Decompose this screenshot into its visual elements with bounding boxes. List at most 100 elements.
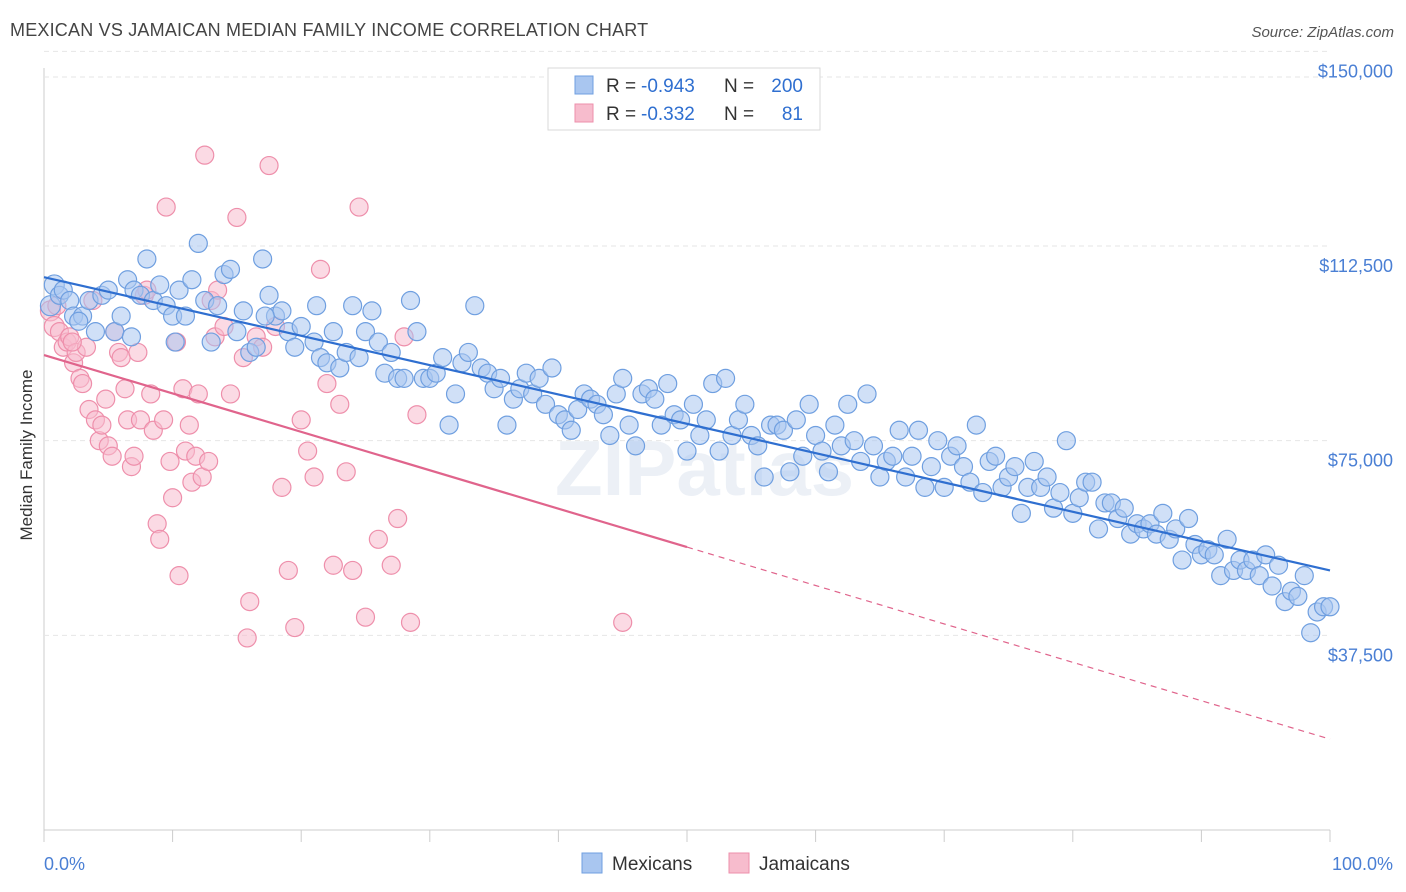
mexicans-point	[908, 420, 929, 440]
mexicans-point	[600, 425, 620, 446]
mexicans-point	[947, 436, 967, 456]
jamaicans-point	[111, 348, 131, 368]
jamaicans-point	[285, 617, 305, 638]
mexicans-trend-line	[43, 276, 1331, 572]
legend-r-label-mexicans: R =	[606, 76, 636, 97]
mexicans-point	[677, 441, 697, 461]
mexicans-point	[182, 270, 202, 290]
legend-n-value-jamaicans: 81	[782, 104, 803, 125]
mexicans-point	[651, 415, 671, 435]
mexicans-point	[857, 384, 877, 404]
jamaicans-point	[349, 197, 369, 217]
jamaicans-point	[150, 529, 170, 549]
series-legend: Mexicans Jamaicans	[581, 852, 850, 875]
y-axis-label: Median Family Income	[17, 369, 36, 540]
mexicans-point	[863, 436, 884, 456]
jamaicans-trend-line	[43, 353, 688, 549]
mexicans-point	[1082, 472, 1102, 492]
mexicans-point	[838, 394, 858, 414]
y-tick-labels: $37,500 $75,000 $112,500 $150,000	[1318, 61, 1393, 665]
jamaicans-point	[227, 207, 247, 228]
mexicans-point	[786, 410, 806, 430]
mexicans-point	[253, 249, 273, 269]
mexicans-point	[735, 394, 755, 414]
jamaicans-point	[147, 514, 167, 534]
jamaicans-point	[259, 155, 279, 176]
jamaicans-point	[92, 415, 112, 435]
mexicans-point	[433, 348, 453, 368]
jamaicans-point	[156, 197, 176, 217]
jamaicans-point	[368, 529, 388, 549]
jamaicans-point	[130, 410, 151, 430]
mexicans-point	[465, 296, 485, 316]
mexicans-point	[201, 332, 221, 352]
legend-swatch-jamaicans	[574, 103, 594, 123]
mexicans-point	[323, 322, 343, 342]
mexicans-point	[593, 405, 614, 425]
jamaicans-point	[323, 555, 343, 575]
mexicans-point	[715, 368, 736, 388]
mexicans-point	[394, 368, 414, 388]
legend-n-label-mexicans: N =	[724, 76, 754, 97]
jamaicans-point	[72, 373, 93, 394]
mexicans-point	[445, 384, 466, 404]
mexicans-point	[69, 311, 89, 331]
chart-title: MEXICAN VS JAMAICAN MEDIAN FAMILY INCOME…	[10, 20, 649, 40]
mexicans-point	[1114, 498, 1134, 518]
mexicans-point	[683, 394, 704, 414]
mexicans-point	[259, 285, 279, 305]
mexicans-point	[889, 420, 909, 440]
mexicans-point	[1217, 529, 1237, 549]
mexicans-point	[208, 296, 228, 316]
mexicans-point	[1011, 503, 1031, 523]
jamaicans-point	[278, 560, 298, 581]
jamaicans-point	[169, 566, 189, 586]
mexicans-point	[1288, 586, 1308, 607]
bottom-legend-swatch-jamaicans	[728, 852, 750, 874]
legend-n-label-jamaicans: N =	[724, 104, 754, 125]
y-tick-label: $112,500	[1319, 256, 1393, 276]
mexicans-point	[362, 301, 382, 321]
mexicans-point	[1153, 503, 1173, 523]
mexicans-point	[780, 462, 800, 482]
jamaicans-point	[272, 477, 292, 497]
jamaicans-point	[199, 451, 219, 472]
mexicans-point	[902, 446, 922, 466]
mexicans-point	[121, 327, 142, 347]
jamaicans-point	[291, 410, 311, 430]
x-tick-label-min: 0.0%	[44, 854, 85, 874]
mexicans-point	[1088, 519, 1109, 539]
legend-swatch-mexicans	[574, 75, 594, 95]
jamaicans-point	[304, 467, 324, 487]
jamaicans-point	[62, 332, 82, 352]
y-tick-label: $37,500	[1328, 645, 1393, 665]
mexicans-point	[137, 249, 157, 269]
mexicans-point	[490, 368, 511, 388]
mexicans-point	[883, 446, 903, 466]
mexicans-point	[458, 342, 478, 363]
mexicans-point	[368, 332, 388, 352]
jamaicans-point	[400, 612, 421, 632]
jamaicans-trend-extension	[686, 546, 1331, 740]
jamaicans-point	[343, 560, 363, 581]
mexicans-point	[1172, 550, 1192, 570]
jamaicans-point	[388, 508, 408, 529]
mexicans-point	[625, 436, 646, 456]
mexicans-point	[1294, 566, 1314, 586]
mexicans-point	[709, 441, 729, 461]
mexicans-point	[1204, 545, 1224, 565]
mexicans-point	[529, 368, 549, 388]
jamaicans-point	[124, 446, 144, 466]
stats-legend: R = -0.943 N = 200 R = -0.332 N = 81	[547, 67, 821, 131]
mexicans-point	[285, 337, 305, 357]
mexicans-point	[175, 306, 196, 326]
mexicans-point	[1249, 566, 1269, 586]
jamaicans-point	[298, 441, 318, 461]
mexicans-point	[291, 316, 311, 337]
mexicans-point	[255, 306, 275, 326]
legend-r-value-mexicans: -0.943	[641, 76, 695, 97]
jamaicans-point	[163, 488, 183, 508]
x-ticks	[43, 830, 1331, 842]
mexicans-point	[272, 301, 292, 321]
